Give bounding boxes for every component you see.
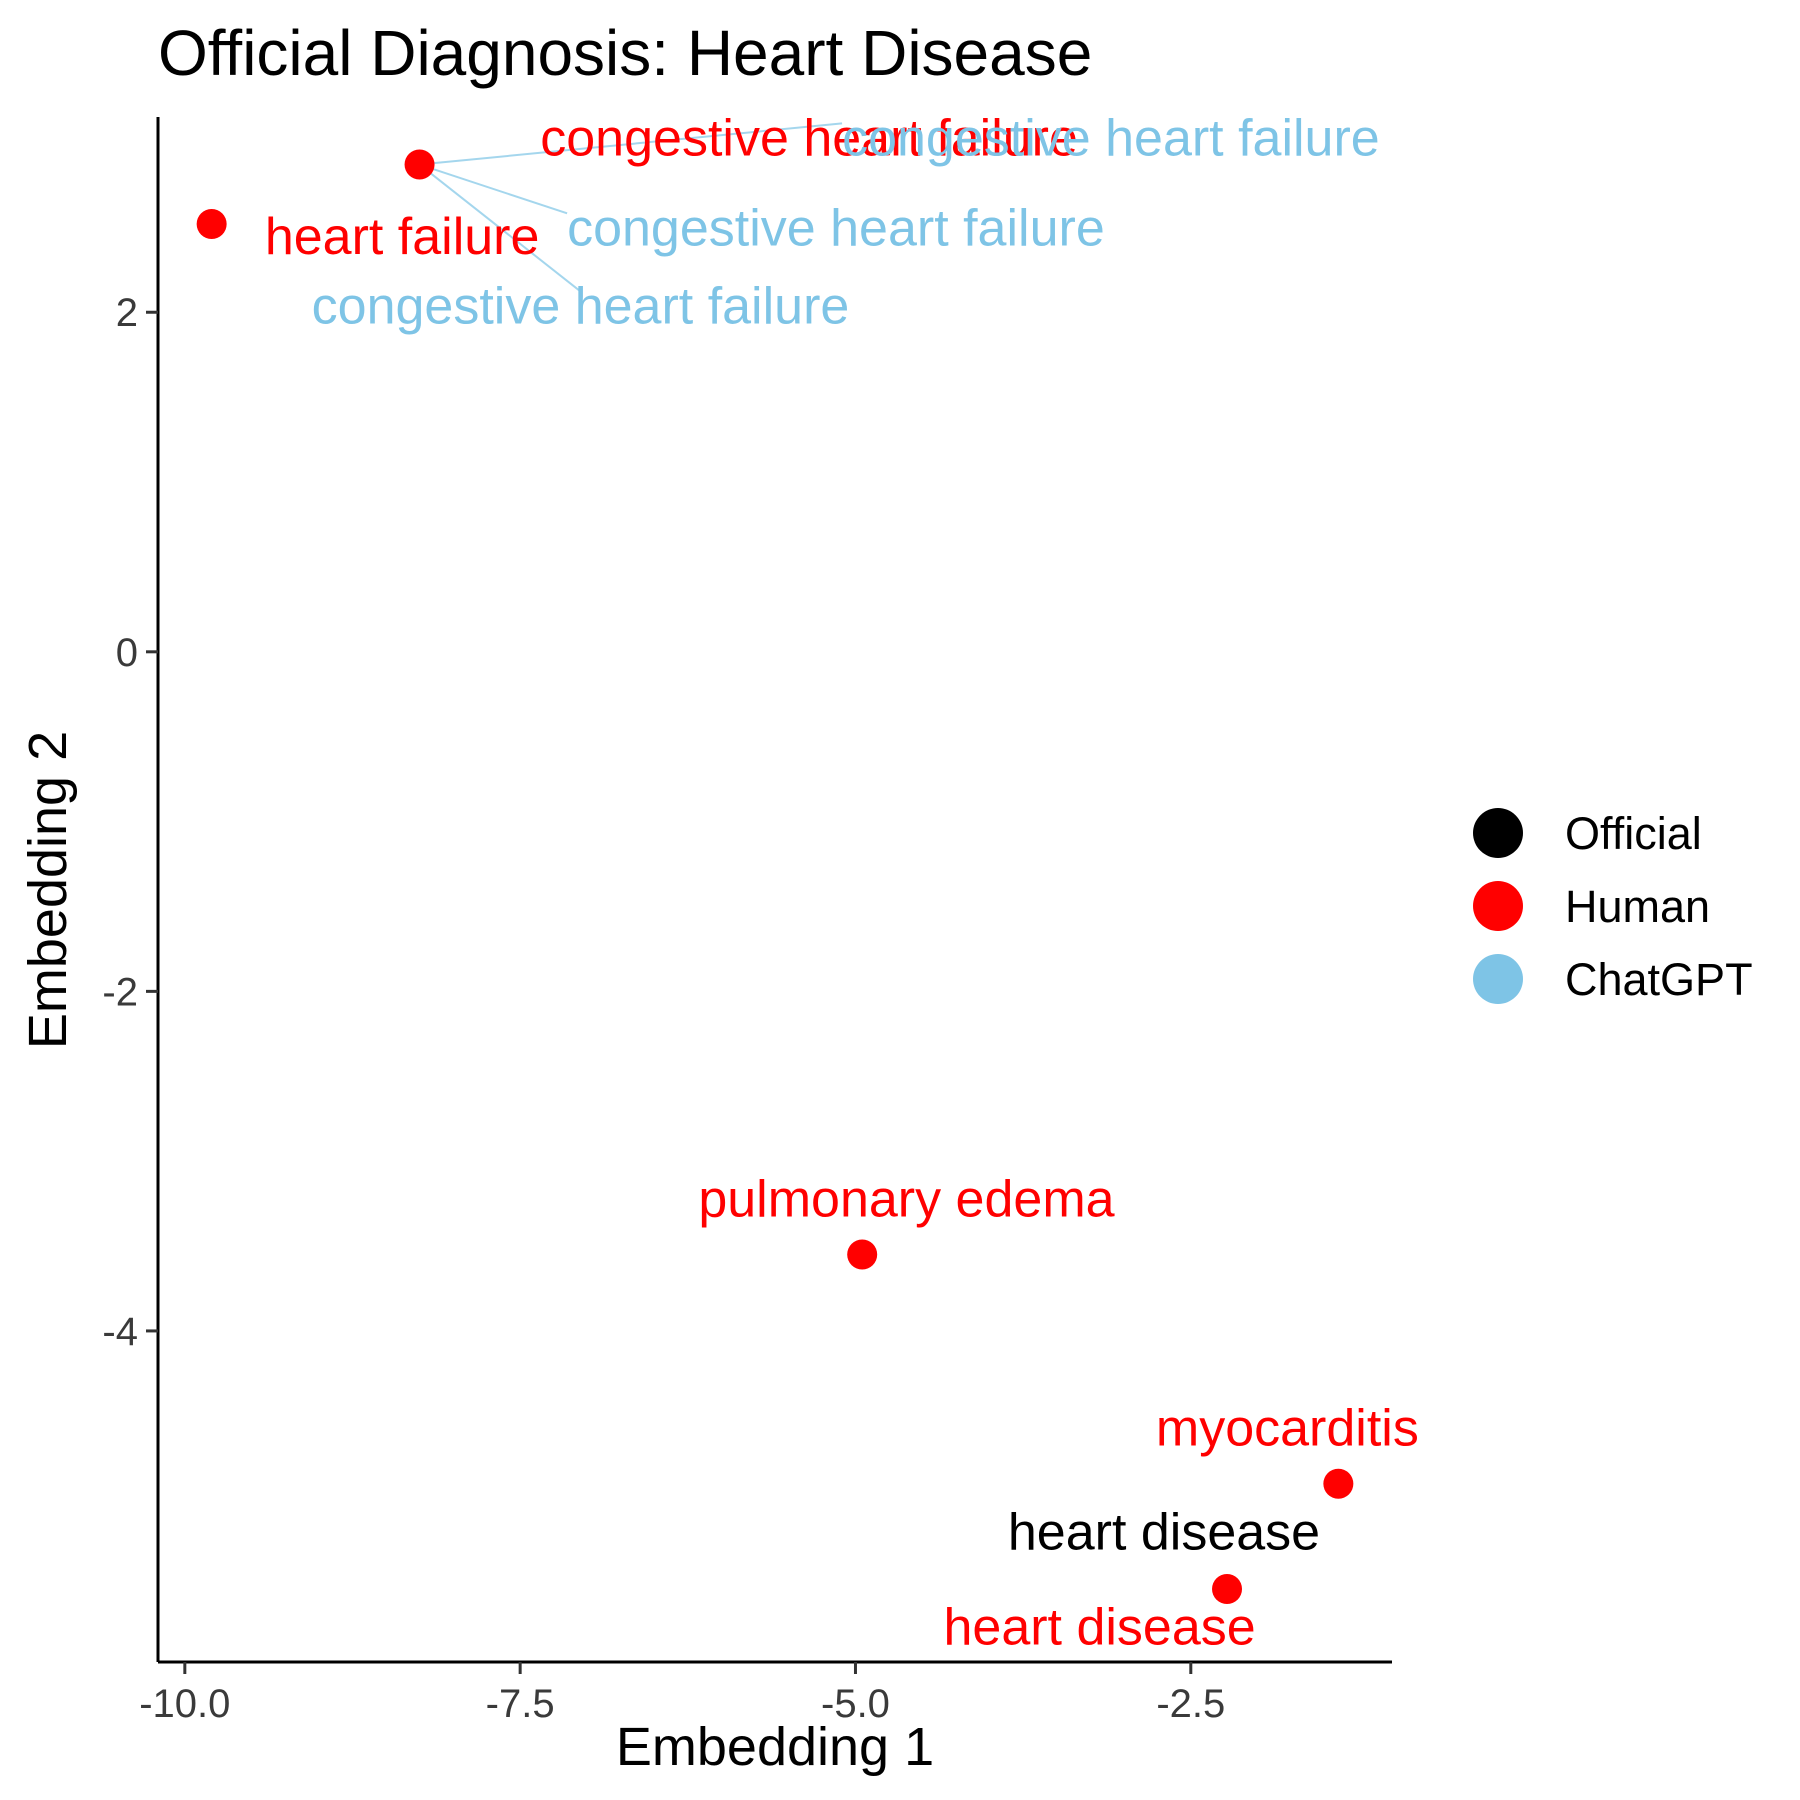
point-label-chatgpt: congestive heart failure (842, 109, 1380, 167)
point-marker-human (1323, 1468, 1354, 1499)
label-leader-line (419, 163, 568, 215)
legend: Official Human ChatGPT (1473, 808, 1753, 1005)
y-axis-title: Embedding 2 (18, 731, 78, 1049)
data-points (196, 149, 1354, 1604)
y-tick-label: 0 (116, 631, 138, 675)
point-label-chatgpt: congestive heart failure (567, 199, 1105, 257)
point-label-human: heart disease (943, 1598, 1255, 1656)
y-tick-label: -4 (102, 1310, 138, 1354)
legend-label-human: Human (1565, 881, 1710, 932)
x-tick-label: -5.0 (821, 1682, 890, 1726)
point-label-human: pulmonary edema (698, 1171, 1114, 1229)
point-label-official: heart disease (1008, 1503, 1320, 1561)
label-leader-line (419, 122, 843, 166)
leader-lines (418, 122, 843, 293)
point-label-human: heart failure (265, 208, 540, 266)
x-axis-ticks: -10.0 -7.5 -5.0 -2.5 (139, 1662, 1225, 1726)
point-label-human: congestive heart failure (540, 109, 1078, 167)
label-leader-line (418, 163, 582, 293)
point-marker-human (847, 1239, 878, 1270)
legend-label-official: Official (1565, 808, 1702, 859)
y-tick-label: -2 (102, 970, 138, 1014)
legend-key-chatgpt (1473, 954, 1523, 1004)
y-tick-label: 2 (116, 291, 138, 335)
x-axis-title: Embedding 1 (616, 1717, 934, 1777)
chart-title: Official Diagnosis: Heart Disease (158, 17, 1092, 89)
point-label-chatgpt: congestive heart failure (312, 277, 850, 335)
point-marker-human (1212, 1573, 1243, 1604)
x-tick-label: -7.5 (486, 1682, 555, 1726)
point-marker-human (404, 149, 435, 180)
point-label-human: myocarditis (1156, 1400, 1419, 1458)
point-marker-human (196, 208, 227, 239)
legend-key-official (1473, 808, 1523, 858)
legend-key-human (1473, 881, 1523, 931)
y-axis-ticks: 2 0 -2 -4 (102, 291, 158, 1354)
legend-label-chatgpt: ChatGPT (1565, 954, 1753, 1005)
x-tick-label: -2.5 (1156, 1682, 1225, 1726)
x-tick-label: -10.0 (139, 1682, 230, 1726)
